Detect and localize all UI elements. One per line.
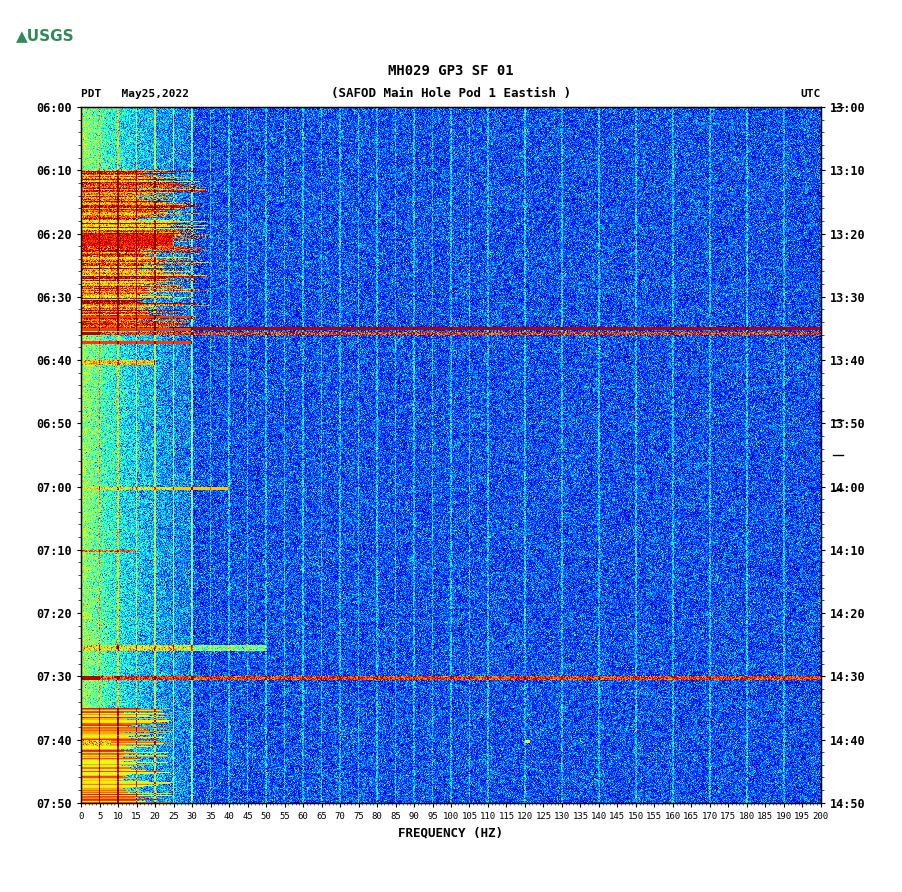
- Text: UTC: UTC: [801, 88, 821, 99]
- Text: PDT   May25,2022: PDT May25,2022: [81, 88, 189, 99]
- Text: (SAFOD Main Hole Pod 1 Eastish ): (SAFOD Main Hole Pod 1 Eastish ): [331, 87, 571, 100]
- Text: MH029 GP3 SF 01: MH029 GP3 SF 01: [388, 64, 514, 78]
- Text: ▲USGS: ▲USGS: [16, 29, 75, 43]
- X-axis label: FREQUENCY (HZ): FREQUENCY (HZ): [399, 826, 503, 839]
